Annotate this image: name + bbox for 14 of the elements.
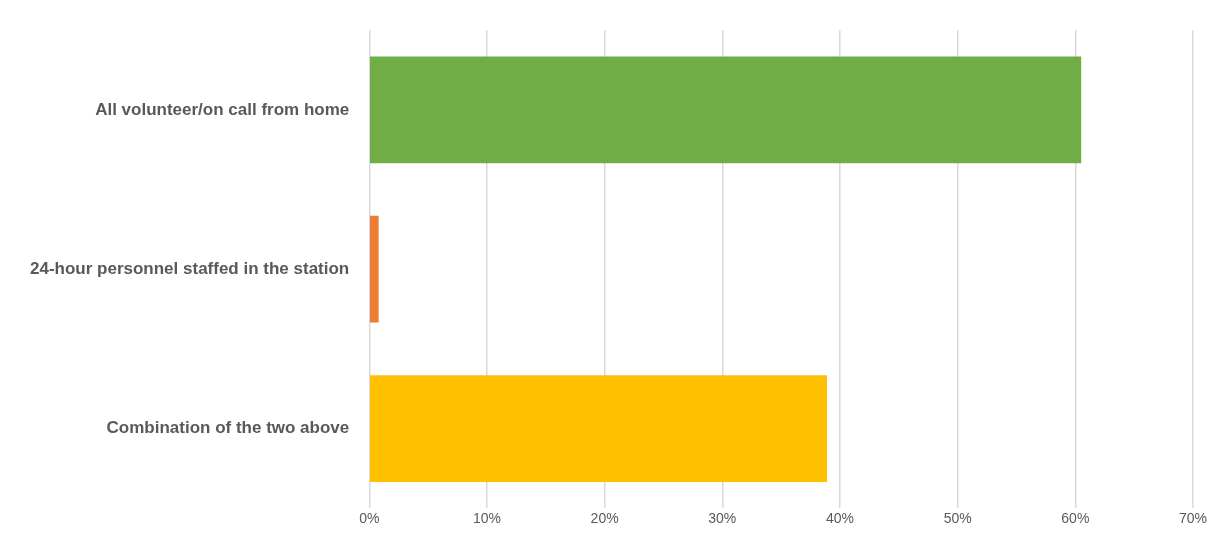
bar (370, 56, 1082, 164)
x-tick-label: 20% (590, 510, 619, 527)
y-tick-label: 24-hour personnel staffed in the station (29, 258, 350, 278)
x-tick-label: 0% (359, 510, 380, 527)
x-tick-label: 60% (1061, 510, 1090, 527)
bar (370, 375, 828, 482)
x-tick-label: 40% (825, 510, 854, 527)
x-tick-label: 10% (472, 510, 501, 527)
x-tick-label: 30% (708, 510, 737, 527)
bar (370, 215, 379, 323)
y-tick-label: All volunteer/on call from home (95, 99, 350, 119)
x-tick-label: 70% (1178, 510, 1208, 527)
x-tick-label: 50% (943, 510, 972, 527)
y-tick-label: Combination of the two above (106, 418, 350, 438)
